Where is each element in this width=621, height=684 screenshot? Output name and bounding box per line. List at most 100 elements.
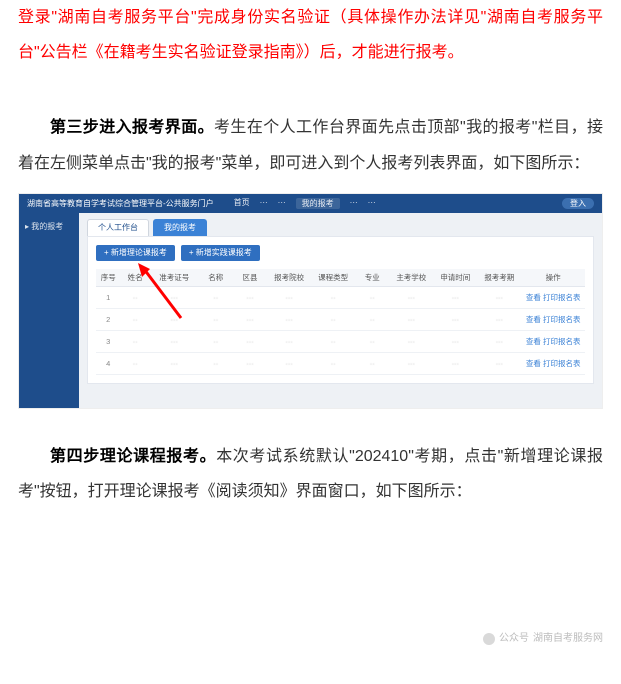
tabs: 个人工作台 我的报考 bbox=[87, 219, 594, 236]
view-link[interactable]: 查看 bbox=[526, 337, 541, 346]
table-cell: 2 bbox=[96, 308, 120, 330]
table-cell: ··· bbox=[233, 352, 267, 374]
panel: + 新增理论课报考 + 新增实践课报考 序号 bbox=[87, 236, 594, 384]
table-body: 1··························查看 打印报名表2····… bbox=[96, 286, 585, 374]
col-coursetype: 课程类型 bbox=[311, 269, 355, 287]
table-header-row: 序号 姓名 准考证号 名称 区县 报考院校 课程类型 专业 主考学校 申请时间 … bbox=[96, 269, 585, 287]
table-cell: ··· bbox=[150, 330, 199, 352]
platform-title: 湖南省高等教育自学考试综合管理平台-公共服务门户 bbox=[27, 199, 214, 209]
table-cell: ··· bbox=[433, 286, 477, 308]
table-cell: ·· bbox=[199, 308, 233, 330]
table-cell: ··· bbox=[150, 308, 199, 330]
table-cell: ··· bbox=[267, 330, 311, 352]
print-link[interactable]: 打印报名表 bbox=[543, 359, 581, 368]
topbar-right: 登入 bbox=[562, 198, 594, 210]
table-cell: ··· bbox=[389, 352, 433, 374]
screenshot-container: 湖南省高等教育自学考试综合管理平台-公共服务门户 首页 ··· ··· 我的报考… bbox=[18, 193, 603, 409]
table-cell: ··· bbox=[233, 330, 267, 352]
sidebar: ▸ 我的报考 bbox=[19, 213, 79, 407]
watermark: 公众号 湖南自考服务网 bbox=[483, 628, 603, 650]
table-cell: ·· bbox=[120, 286, 149, 308]
print-link[interactable]: 打印报名表 bbox=[543, 337, 581, 346]
col-title: 名称 bbox=[199, 269, 233, 287]
nav-item[interactable]: ··· bbox=[368, 198, 376, 210]
table-cell: 1 bbox=[96, 286, 120, 308]
table-cell: ·· bbox=[311, 352, 355, 374]
table-cell: ··· bbox=[433, 352, 477, 374]
table-cell: ··· bbox=[150, 286, 199, 308]
table-cell-ops: 查看 打印报名表 bbox=[521, 352, 585, 374]
table-cell: 3 bbox=[96, 330, 120, 352]
table-cell: ·· bbox=[120, 352, 149, 374]
table-cell: ·· bbox=[311, 330, 355, 352]
table-cell: ·· bbox=[199, 352, 233, 374]
table-cell: ··· bbox=[267, 352, 311, 374]
table-cell: ·· bbox=[355, 330, 389, 352]
nav-item[interactable]: ··· bbox=[350, 198, 358, 210]
screenshot-topbar: 湖南省高等教育自学考试综合管理平台-公共服务门户 首页 ··· ··· 我的报考… bbox=[19, 194, 602, 214]
step3-title: 第三步进入报考界面。 bbox=[50, 119, 214, 136]
col-op: 操作 bbox=[521, 269, 585, 287]
view-link[interactable]: 查看 bbox=[526, 359, 541, 368]
table-row: 1··························查看 打印报名表 bbox=[96, 286, 585, 308]
table-cell-ops: 查看 打印报名表 bbox=[521, 286, 585, 308]
table-cell: ··· bbox=[477, 352, 521, 374]
screenshot-body: ▸ 我的报考 个人工作台 我的报考 + 新增理论课报考 + 新增实践课报考 bbox=[19, 213, 602, 407]
watermark-logo-icon bbox=[483, 633, 495, 645]
table-cell-ops: 查看 打印报名表 bbox=[521, 330, 585, 352]
signup-table: 序号 姓名 准考证号 名称 区县 报考院校 课程类型 专业 主考学校 申请时间 … bbox=[96, 269, 585, 375]
table-cell: ··· bbox=[477, 330, 521, 352]
tab-workbench[interactable]: 个人工作台 bbox=[87, 219, 149, 236]
tab-my-signup[interactable]: 我的报考 bbox=[153, 219, 207, 236]
table-cell-ops: 查看 打印报名表 bbox=[521, 308, 585, 330]
table-cell: ·· bbox=[311, 286, 355, 308]
table-cell: ··· bbox=[233, 308, 267, 330]
table-cell: ··· bbox=[267, 308, 311, 330]
step3-paragraph: 第三步进入报考界面。考生在个人工作台界面先点击顶部"我的报考"栏目，接着在左侧菜… bbox=[18, 110, 603, 180]
nav-item[interactable]: ··· bbox=[260, 198, 268, 210]
table-cell: ·· bbox=[355, 286, 389, 308]
table-cell: ··· bbox=[267, 286, 311, 308]
view-link[interactable]: 查看 bbox=[526, 293, 541, 302]
table-cell: ··· bbox=[150, 352, 199, 374]
step4-title: 第四步理论课程报考。 bbox=[50, 448, 216, 465]
table-cell: ·· bbox=[120, 308, 149, 330]
nav-item[interactable]: 首页 bbox=[234, 198, 250, 210]
table-cell: ·· bbox=[199, 330, 233, 352]
table-cell: ··· bbox=[433, 330, 477, 352]
nav-item[interactable]: ··· bbox=[278, 198, 286, 210]
watermark-label2: 湖南自考服务网 bbox=[533, 628, 603, 650]
button-row: + 新增理论课报考 + 新增实践课报考 bbox=[96, 245, 585, 261]
view-link[interactable]: 查看 bbox=[526, 315, 541, 324]
table-cell: ··· bbox=[389, 330, 433, 352]
print-link[interactable]: 打印报名表 bbox=[543, 293, 581, 302]
table-row: 4··························查看 打印报名表 bbox=[96, 352, 585, 374]
table-cell: ··· bbox=[433, 308, 477, 330]
nav-item-active[interactable]: 我的报考 bbox=[296, 198, 340, 210]
intro-red-paragraph: 登录"湖南自考服务平台"完成身份实名验证（具体操作办法详见"湖南自考服务平台"公… bbox=[18, 0, 603, 70]
col-school: 报考院校 bbox=[267, 269, 311, 287]
print-link[interactable]: 打印报名表 bbox=[543, 315, 581, 324]
table-row: 3··························查看 打印报名表 bbox=[96, 330, 585, 352]
add-theory-button[interactable]: + 新增理论课报考 bbox=[96, 245, 175, 261]
table-cell: ··· bbox=[477, 308, 521, 330]
sidebar-item-my-signup[interactable]: ▸ 我的报考 bbox=[19, 219, 79, 235]
add-practice-button[interactable]: + 新增实践课报考 bbox=[181, 245, 260, 261]
table-cell: ·· bbox=[199, 286, 233, 308]
table-cell: 4 bbox=[96, 352, 120, 374]
table-cell: ·· bbox=[120, 330, 149, 352]
user-pill[interactable]: 登入 bbox=[562, 198, 594, 210]
table-cell: ··· bbox=[233, 286, 267, 308]
table-cell: ··· bbox=[477, 286, 521, 308]
table-cell: ··· bbox=[389, 286, 433, 308]
watermark-label1: 公众号 bbox=[499, 628, 529, 650]
step4-paragraph: 第四步理论课程报考。本次考试系统默认"202410"考期，点击"新增理论课报考"… bbox=[18, 439, 603, 509]
table-cell: ·· bbox=[355, 352, 389, 374]
table-cell: ·· bbox=[355, 308, 389, 330]
main-area: 个人工作台 我的报考 + 新增理论课报考 + 新增实践课报考 bbox=[79, 213, 602, 407]
col-mainschool: 主考学校 bbox=[389, 269, 433, 287]
col-applytime: 申请时间 bbox=[433, 269, 477, 287]
table-cell: ··· bbox=[389, 308, 433, 330]
col-period: 报考考期 bbox=[477, 269, 521, 287]
col-name: 姓名 bbox=[120, 269, 149, 287]
